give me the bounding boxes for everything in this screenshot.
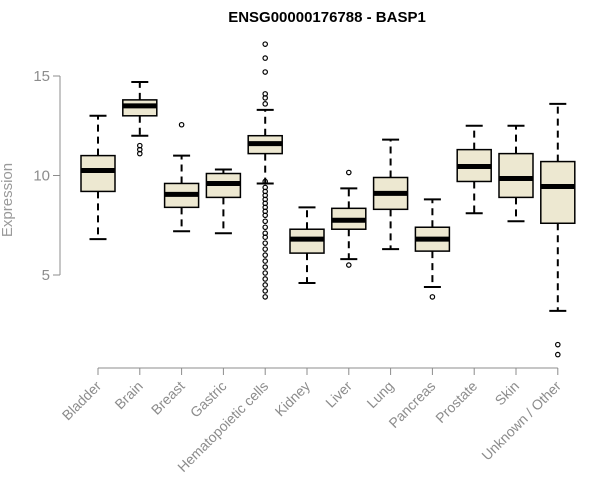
y-tick-label: 15 <box>33 68 50 85</box>
outlier-point <box>262 294 269 300</box>
outlier-point <box>262 288 269 294</box>
outlier-point <box>262 69 269 75</box>
box <box>540 160 576 225</box>
outlier-point <box>262 178 269 185</box>
box-group <box>205 168 242 235</box>
outlier-point <box>262 224 269 231</box>
outlier-point <box>178 121 185 128</box>
outlier-point <box>554 351 561 358</box>
box-group <box>498 124 534 223</box>
outlier-point <box>262 270 269 276</box>
outlier-point <box>262 240 269 246</box>
box-series <box>80 41 576 358</box>
outlier-point <box>262 282 269 288</box>
box <box>498 152 534 199</box>
x-tick-label: Bladder <box>59 378 105 424</box>
y-axis: 5 10 15 <box>33 68 61 284</box>
chart-title: ENSG00000176788 - BASP1 <box>228 9 426 26</box>
x-tick-label: Kidney <box>272 378 314 420</box>
y-axis-label: Expression <box>0 163 16 237</box>
outlier-point <box>137 142 143 149</box>
outlier-point <box>345 169 352 176</box>
outlier-point <box>262 264 269 270</box>
outlier-point <box>262 218 269 225</box>
box-group <box>540 102 576 358</box>
box <box>80 154 116 193</box>
outlier-point <box>345 262 352 268</box>
box-group <box>372 138 409 251</box>
x-tick-label: Liver <box>322 378 355 411</box>
x-tick-label: Lung <box>363 378 396 411</box>
x-tick-label: Brain <box>111 378 145 412</box>
outlier-point <box>262 246 269 252</box>
box-group <box>331 169 367 268</box>
y-tick-label: 5 <box>42 267 50 284</box>
box-group <box>122 80 158 157</box>
x-tick-label: Prostate <box>432 378 480 426</box>
outlier-point <box>262 276 269 282</box>
outlier-point <box>262 101 269 107</box>
y-tick-label: 10 <box>33 168 50 185</box>
outlier-point <box>262 234 269 240</box>
outlier-point <box>262 252 269 258</box>
outlier-point <box>262 95 269 101</box>
box-group <box>80 114 116 241</box>
box-group <box>163 121 200 233</box>
box-group <box>247 41 283 300</box>
outlier-point <box>262 55 269 61</box>
outlier-point <box>429 294 436 300</box>
outlier-point <box>262 212 269 219</box>
box-group <box>414 198 451 300</box>
outlier-point <box>262 41 269 47</box>
box-group <box>289 206 325 284</box>
outlier-point <box>554 341 561 348</box>
x-tick-label: Unknown / Other <box>478 378 564 464</box>
box-group <box>456 124 492 215</box>
outlier-point <box>262 258 269 264</box>
x-tick-label: Breast <box>148 378 188 418</box>
x-tick-label: Skin <box>492 378 523 409</box>
